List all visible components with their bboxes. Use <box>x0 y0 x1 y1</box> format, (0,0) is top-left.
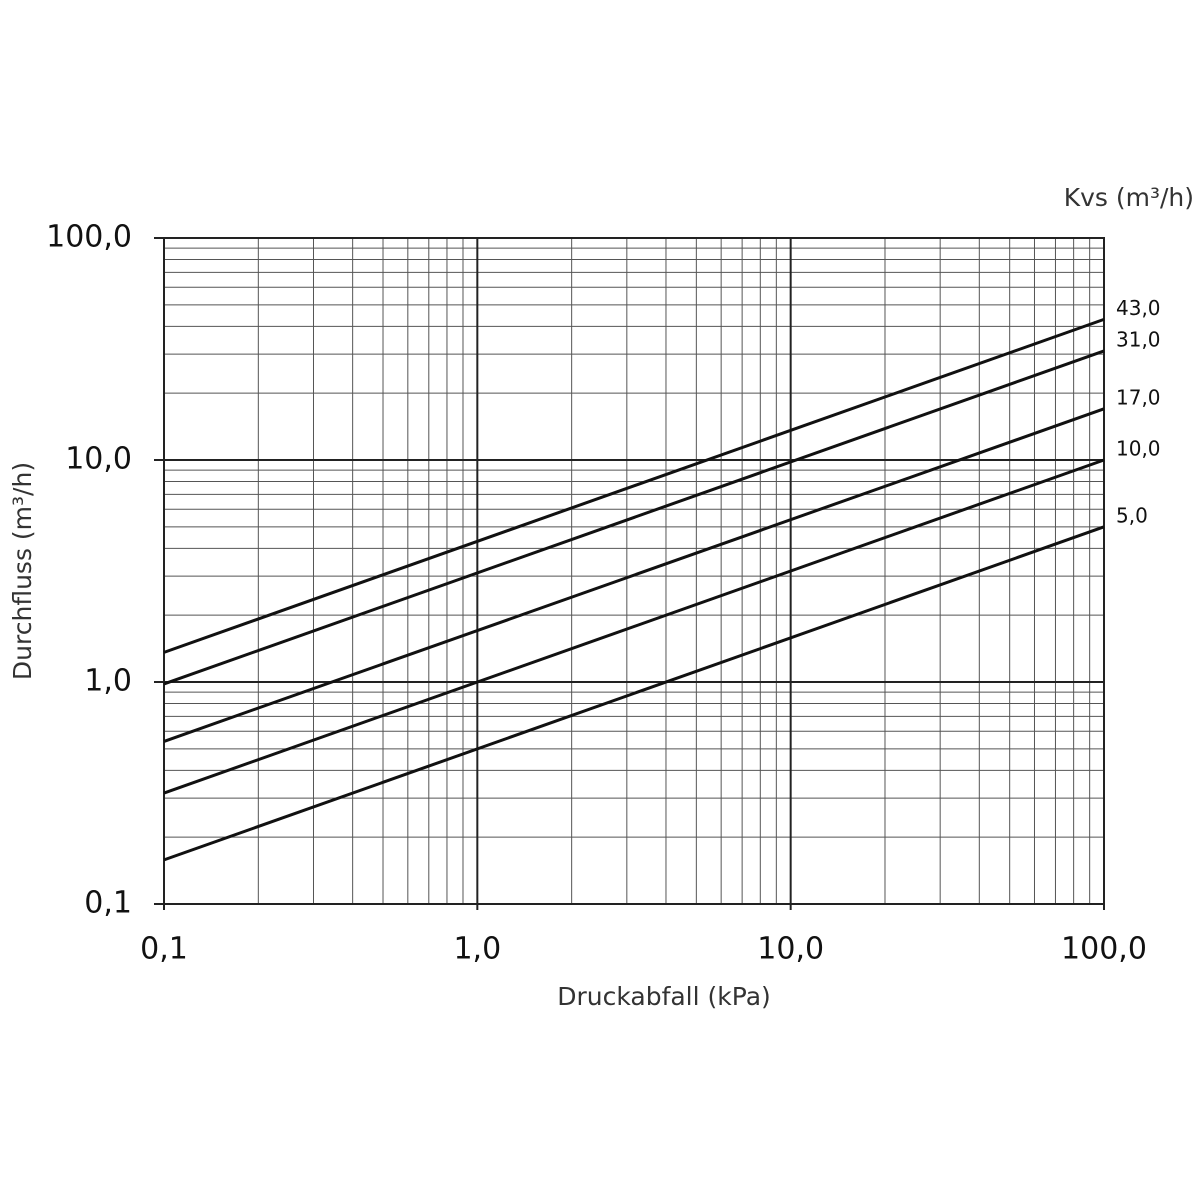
legend-title: Kvs (m³/h) <box>1064 183 1194 212</box>
x-axis-label: Druckabfall (kPa) <box>557 982 771 1011</box>
y-tick-label: 1,0 <box>84 664 132 699</box>
x-tick-label: 100,0 <box>1061 932 1147 967</box>
series-line <box>163 458 1105 795</box>
series-label: 31,0 <box>1116 327 1161 351</box>
series-label: 5,0 <box>1116 503 1148 527</box>
y-tick-label: 100,0 <box>46 220 132 255</box>
series-line <box>163 349 1105 686</box>
x-tick-label: 1,0 <box>453 932 501 967</box>
y-tick-label: 10,0 <box>65 442 132 477</box>
plot-frame <box>163 237 1105 905</box>
series-label: 43,0 <box>1116 296 1161 320</box>
series-line <box>163 407 1105 743</box>
series-label: 10,0 <box>1116 437 1161 461</box>
x-tick-label: 10,0 <box>757 932 824 967</box>
y-tick-label: 0,1 <box>84 886 132 921</box>
series-label: 17,0 <box>1116 385 1161 409</box>
series-line <box>163 525 1105 862</box>
y-axis-label: Durchfluss (m³/h) <box>8 462 37 680</box>
series-line <box>163 317 1105 654</box>
x-tick-label: 0,1 <box>140 932 188 967</box>
